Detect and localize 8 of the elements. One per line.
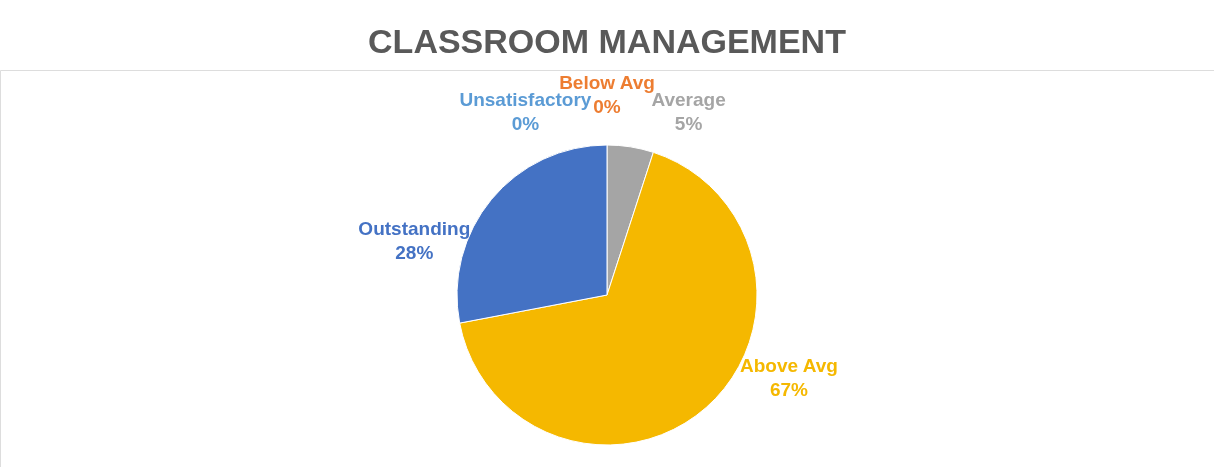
data-label: 67% xyxy=(769,379,809,401)
chart-title: CLASSROOM MANAGEMENT xyxy=(368,22,847,60)
data-label: 28% xyxy=(395,242,434,264)
text: 0% xyxy=(511,113,540,135)
slice-label: Above Avg xyxy=(740,355,838,377)
slice-label: Outstanding xyxy=(358,218,471,240)
data-label: 5% xyxy=(674,113,703,135)
text: 0% xyxy=(593,96,621,117)
